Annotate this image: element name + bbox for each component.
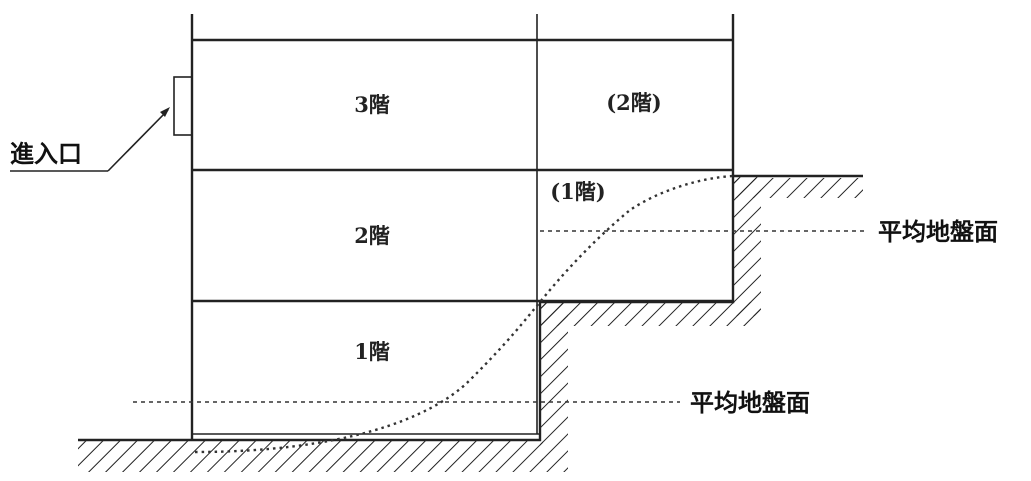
floor-label-right-upper: (2階) (606, 90, 661, 115)
floor-label-3f: 3階 (354, 92, 390, 117)
entrance-leader (10, 107, 170, 172)
building-structure (190, 14, 735, 440)
floor-label-1f: 1階 (354, 339, 390, 364)
entrance-label: 進入口 (10, 140, 82, 168)
avg-ground-label-left: 平均地盤面 (690, 389, 810, 417)
floor-label-right-lower: (1階) (550, 179, 605, 204)
ground-hatching (78, 176, 863, 472)
entrance-door (173, 76, 193, 136)
avg-ground-label-right: 平均地盤面 (878, 218, 998, 246)
floor-label-2f: 2階 (354, 223, 390, 248)
